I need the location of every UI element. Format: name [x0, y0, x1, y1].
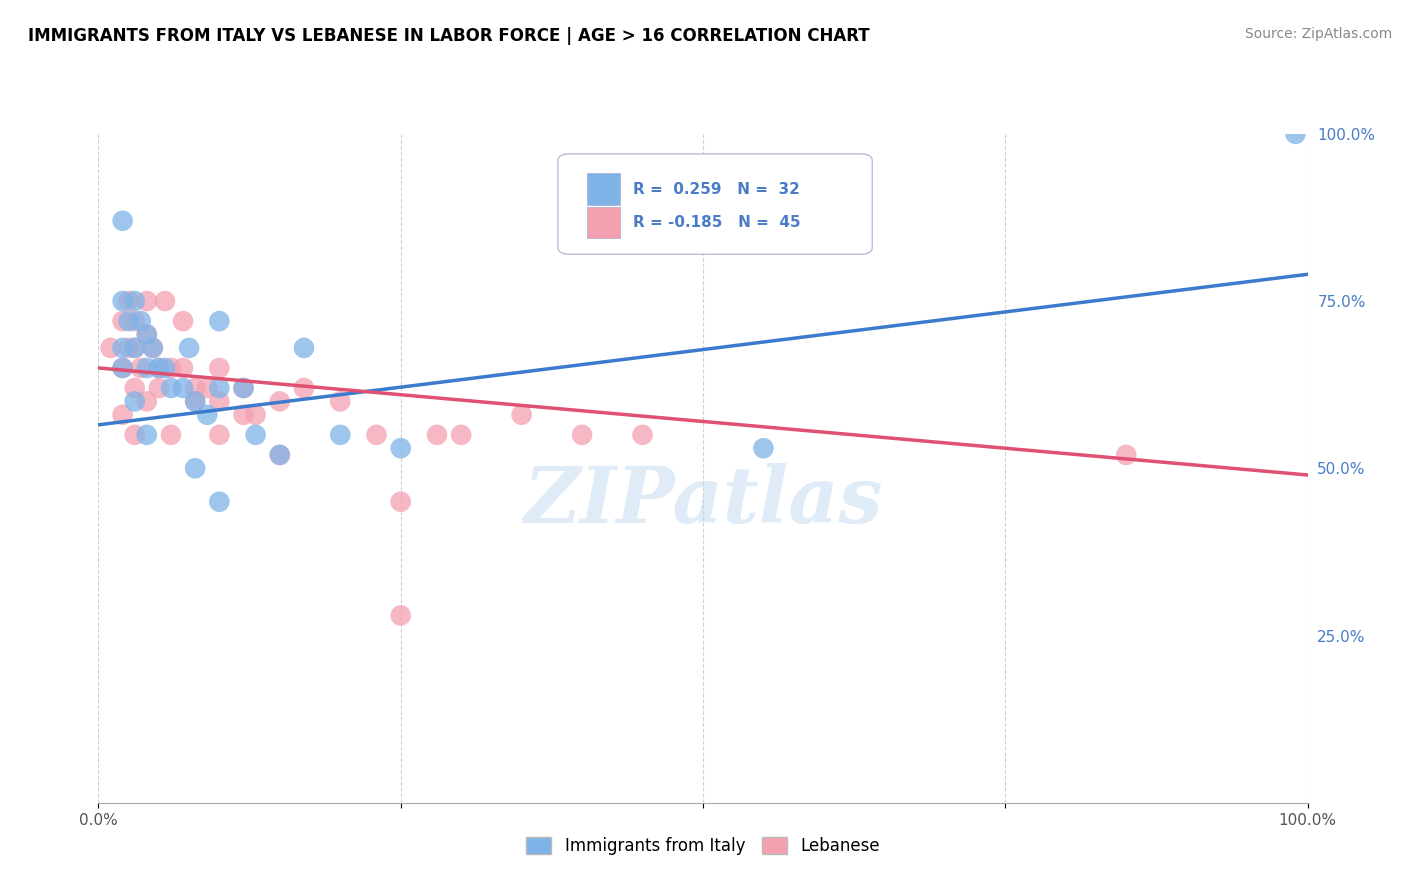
- Point: [232, 381, 254, 395]
- Point: [135, 327, 157, 342]
- Point: [450, 428, 472, 442]
- Point: [208, 314, 231, 328]
- Point: [148, 381, 170, 395]
- Point: [269, 394, 291, 409]
- Point: [269, 448, 291, 462]
- Point: [1284, 127, 1306, 141]
- Point: [269, 448, 291, 462]
- Point: [172, 314, 194, 328]
- Point: [111, 361, 134, 376]
- Point: [142, 341, 165, 355]
- Point: [179, 341, 201, 355]
- Point: [389, 494, 412, 508]
- Point: [135, 428, 157, 442]
- Point: [172, 361, 194, 376]
- Point: [184, 461, 207, 475]
- Point: [571, 428, 593, 442]
- Point: [153, 361, 176, 376]
- Point: [245, 408, 267, 422]
- Point: [208, 361, 231, 376]
- Point: [160, 381, 183, 395]
- Point: [160, 428, 183, 442]
- Point: [184, 394, 207, 409]
- Point: [160, 361, 183, 376]
- Point: [111, 341, 134, 355]
- Point: [195, 381, 218, 395]
- Point: [208, 381, 231, 395]
- Point: [135, 327, 157, 342]
- Text: Source: ZipAtlas.com: Source: ZipAtlas.com: [1244, 27, 1392, 41]
- Legend: Immigrants from Italy, Lebanese: Immigrants from Italy, Lebanese: [520, 830, 886, 862]
- FancyBboxPatch shape: [586, 173, 620, 205]
- FancyBboxPatch shape: [558, 154, 872, 254]
- Point: [111, 314, 134, 328]
- Point: [135, 394, 157, 409]
- Point: [184, 381, 207, 395]
- Point: [118, 314, 141, 328]
- Point: [124, 381, 146, 395]
- Point: [426, 428, 449, 442]
- Text: ZIPatlas: ZIPatlas: [523, 464, 883, 540]
- Text: IMMIGRANTS FROM ITALY VS LEBANESE IN LABOR FORCE | AGE > 16 CORRELATION CHART: IMMIGRANTS FROM ITALY VS LEBANESE IN LAB…: [28, 27, 870, 45]
- Point: [111, 214, 134, 228]
- Point: [124, 394, 146, 409]
- Point: [208, 428, 231, 442]
- Text: R =  0.259   N =  32: R = 0.259 N = 32: [633, 182, 800, 197]
- Point: [135, 294, 157, 309]
- Point: [631, 428, 654, 442]
- Point: [208, 494, 231, 508]
- Point: [232, 408, 254, 422]
- Point: [184, 394, 207, 409]
- Point: [129, 361, 152, 376]
- Point: [124, 428, 146, 442]
- Point: [366, 428, 388, 442]
- Point: [510, 408, 533, 422]
- Point: [148, 361, 170, 376]
- Point: [245, 428, 267, 442]
- Point: [111, 408, 134, 422]
- Point: [111, 294, 134, 309]
- Point: [329, 428, 352, 442]
- Point: [118, 341, 141, 355]
- Point: [389, 608, 412, 623]
- Point: [232, 381, 254, 395]
- Text: R = -0.185   N =  45: R = -0.185 N = 45: [633, 215, 800, 230]
- Point: [124, 294, 146, 309]
- Point: [329, 394, 352, 409]
- Point: [148, 361, 170, 376]
- Point: [124, 341, 146, 355]
- Point: [118, 294, 141, 309]
- Point: [142, 341, 165, 355]
- Point: [135, 361, 157, 376]
- Point: [292, 341, 315, 355]
- Point: [153, 294, 176, 309]
- Point: [752, 442, 775, 456]
- Point: [292, 381, 315, 395]
- Point: [100, 341, 122, 355]
- Point: [208, 394, 231, 409]
- Point: [1115, 448, 1137, 462]
- Point: [195, 408, 218, 422]
- Point: [124, 314, 146, 328]
- Point: [389, 442, 412, 456]
- Point: [111, 361, 134, 376]
- Point: [813, 207, 835, 221]
- Point: [129, 314, 152, 328]
- Point: [172, 381, 194, 395]
- Point: [124, 341, 146, 355]
- FancyBboxPatch shape: [586, 207, 620, 238]
